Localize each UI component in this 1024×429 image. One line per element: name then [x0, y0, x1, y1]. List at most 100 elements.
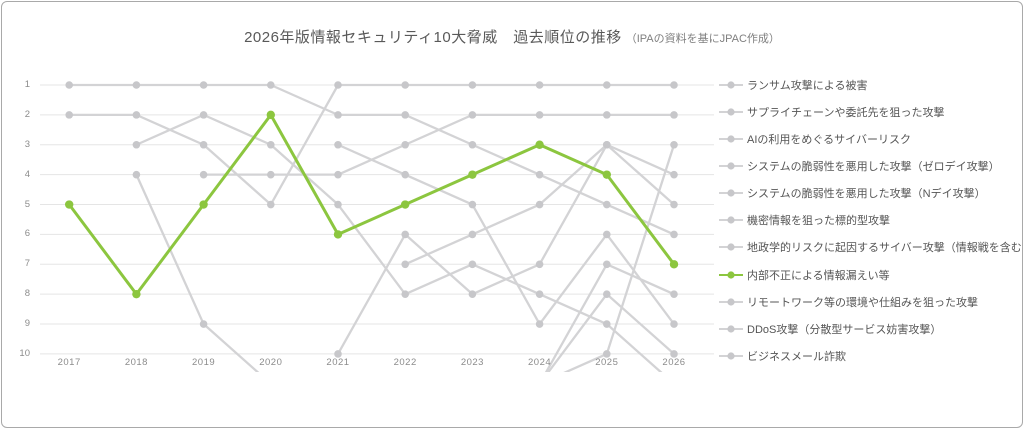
series-line: [67, 113, 676, 296]
series-point: [670, 111, 678, 119]
series-line: [135, 113, 663, 372]
y-tick-6: 6: [24, 228, 30, 240]
series-point: [401, 200, 410, 209]
series-point: [132, 289, 141, 299]
series-point: [468, 290, 477, 298]
rank-line-chart: [40, 81, 714, 372]
chart-title-note: （IPAの資料を基にJPAC作成）: [625, 33, 780, 45]
y-tick-8: 8: [24, 288, 30, 300]
y-tick-9: 9: [24, 318, 30, 330]
x-tick-2026: 2026: [662, 357, 686, 368]
series-point: [535, 81, 544, 89]
series-point: [603, 81, 611, 89]
legend-label: サプライチェーンや委託先を狙った攻撃: [747, 106, 945, 119]
legend-item-6: 機密情報を狙った標的型攻撃: [718, 207, 1018, 234]
x-tick-2023: 2023: [460, 357, 484, 368]
series-point: [468, 111, 477, 119]
series-point: [535, 320, 544, 328]
x-tick-2017: 2017: [57, 357, 81, 368]
series-point: [401, 230, 410, 239]
series-point: [334, 140, 342, 149]
plot-area: 1 2 3 4 5 6 7 8 9 10 2017 2018 2019 2020 2021 2022 2023…: [2, 2, 732, 427]
series-point: [535, 200, 544, 209]
series-point: [670, 170, 678, 179]
series-point: [199, 200, 208, 209]
series-point: [603, 260, 611, 269]
series-point: [468, 140, 477, 149]
series-point: [267, 140, 275, 149]
legend-label: 内部不正による情報漏えい等: [747, 269, 890, 282]
series-point: [669, 260, 679, 269]
series-point: [267, 200, 275, 209]
series-point: [670, 81, 678, 89]
chart-legend: ランサム攻撃による被害サプライチェーンや委託先を狙った攻撃 AIの利用をめぐるサイ…: [718, 71, 1022, 370]
legend-item-1: ランサム攻撃による被害: [718, 71, 1018, 98]
legend-marker-icon: [719, 243, 743, 252]
legend-label: DDoS攻撃（分散型サービス妨害攻撃）: [747, 323, 942, 336]
series-point: [132, 81, 141, 89]
series-point: [468, 260, 477, 269]
legend-label: ランサム攻撃による被害: [747, 79, 868, 92]
y-tick-10: 10: [19, 347, 30, 359]
legend-marker-icon: [719, 189, 743, 197]
series-point: [334, 200, 342, 209]
chart-title-main: 2026年版情報セキュリティ10大脅威 過去順位の推移: [244, 29, 622, 46]
legend-label: 機密情報を狙った標的型攻撃: [747, 215, 890, 228]
legend-label: AIの利用をめぐるサイバーリスク: [747, 133, 911, 146]
series-point: [267, 170, 275, 179]
x-tick-2021: 2021: [326, 357, 350, 368]
legend-marker-icon: [719, 270, 743, 279]
legend-label: システムの脆弱性を悪用した攻撃（Nデイ攻撃）: [747, 188, 986, 201]
legend-item-8: 内部不正による情報漏えい等: [718, 261, 1018, 288]
x-tick-2022: 2022: [393, 357, 417, 368]
y-tick-1: 1: [24, 79, 30, 90]
legend-marker-icon: [719, 325, 743, 333]
y-tick-5: 5: [24, 198, 30, 210]
x-tick-2025: 2025: [595, 357, 619, 368]
series-point: [670, 230, 678, 239]
x-tick-2020: 2020: [259, 357, 283, 368]
series-point: [199, 81, 208, 89]
series-point: [199, 111, 208, 119]
series-point: [401, 140, 410, 149]
y-tick-3: 3: [24, 138, 30, 150]
series-point: [670, 320, 678, 328]
legend-item-2: サプライチェーンや委託先を狙った攻撃: [718, 98, 1018, 125]
legend-item-9: リモートワーク等の環境や仕組みを狙った攻撃: [718, 288, 1018, 315]
series-point: [603, 111, 611, 119]
series-point: [266, 110, 275, 120]
legend-label: ビジネスメール詐欺: [747, 350, 846, 363]
series-point: [602, 170, 611, 179]
series-point: [65, 81, 73, 89]
series-point: [199, 140, 208, 149]
series-point: [468, 170, 477, 179]
series-point: [132, 111, 141, 119]
series-point: [401, 111, 410, 119]
series-point: [535, 140, 544, 149]
legend-marker-icon: [719, 135, 743, 143]
legend-label: リモートワーク等の環境や仕組みを狙った攻撃: [747, 296, 978, 309]
series-point: [401, 170, 410, 179]
y-tick-7: 7: [24, 258, 30, 270]
series-line: [563, 143, 676, 372]
series-line: [68, 83, 676, 236]
series-point: [468, 81, 477, 89]
series-line: [336, 143, 676, 356]
series-point: [603, 350, 611, 358]
series-point: [603, 290, 611, 298]
series-point: [267, 81, 275, 89]
legend-item-5: システムの脆弱性を悪用した攻撃（Nデイ攻撃）: [718, 180, 1018, 207]
x-tick-2019: 2019: [192, 357, 216, 368]
series-point: [199, 320, 208, 328]
series-point: [132, 170, 141, 179]
series-point: [535, 290, 544, 298]
series-point: [334, 81, 342, 89]
series-point: [65, 200, 74, 209]
series-point: [333, 230, 343, 239]
x-tick-2018: 2018: [124, 357, 148, 368]
series-point: [670, 140, 678, 149]
series-point: [401, 81, 410, 89]
legend-item-10: DDoS攻撃（分散型サービス妨害攻撃）: [718, 315, 1018, 342]
y-tick-2: 2: [24, 108, 30, 120]
